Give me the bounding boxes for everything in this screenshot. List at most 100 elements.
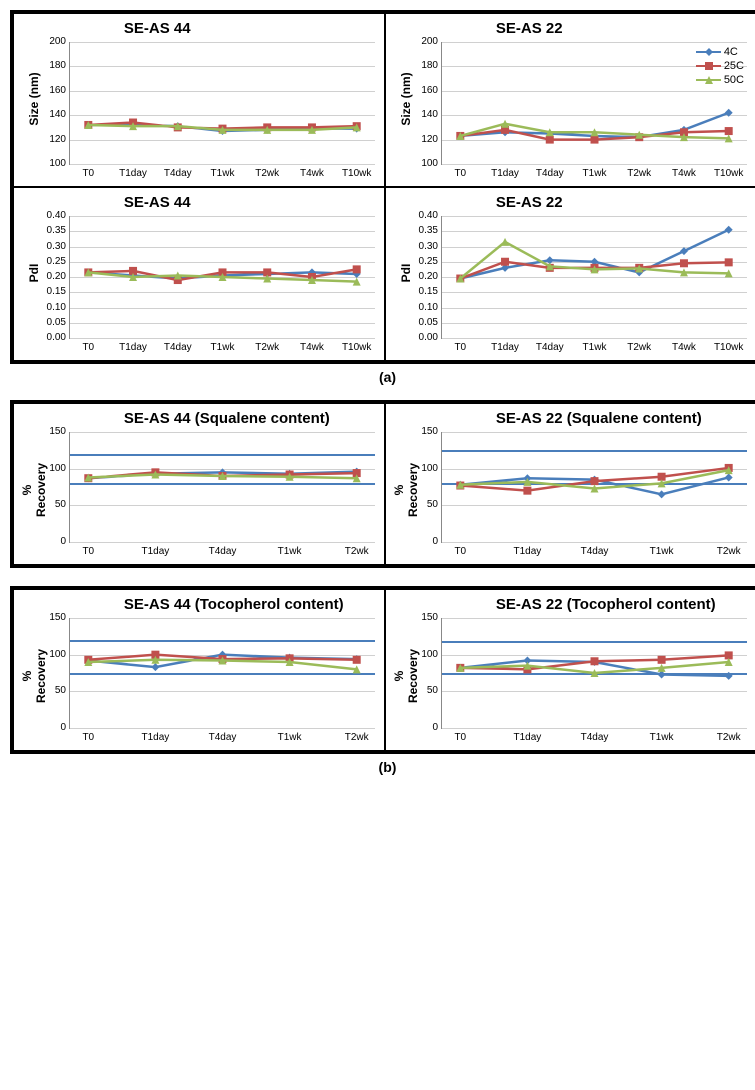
y-tick-label: 100	[398, 463, 438, 474]
x-tick-label: T1day	[509, 546, 545, 557]
chart-title: SE-AS 44	[124, 194, 191, 211]
chart-title: SE-AS 22	[496, 20, 563, 37]
y-tick-label: 50	[398, 685, 438, 696]
y-tick-label: 0.25	[26, 256, 66, 267]
gridline	[70, 542, 375, 543]
x-tick-label: T0	[70, 168, 106, 179]
x-tick-label: T1wk	[272, 732, 308, 743]
y-tick-label: 0.20	[26, 271, 66, 282]
x-tick-label: T10wk	[339, 342, 375, 353]
x-tick-label: T0	[70, 342, 106, 353]
gridline	[442, 542, 747, 543]
y-tick-label: 120	[398, 134, 438, 145]
y-tick-label: 0.05	[398, 317, 438, 328]
chart: SE-AS 44Size (nm)100120140160180200T0T1d…	[13, 13, 385, 187]
y-tick-label: 180	[398, 60, 438, 71]
x-tick-label: T1wk	[205, 168, 241, 179]
chart-title: SE-AS 44	[124, 20, 191, 37]
x-tick-label: T4wk	[666, 168, 702, 179]
y-tick-label: 0	[398, 536, 438, 547]
chart: SE-AS 22PdI0.000.050.100.150.200.250.300…	[385, 187, 755, 361]
y-tick-label: 0.35	[398, 225, 438, 236]
x-tick-label: T2wk	[249, 342, 285, 353]
panel-group-b: SE-AS 44 (Squalene content)% Recovery050…	[10, 400, 755, 754]
y-tick-label: 50	[398, 499, 438, 510]
y-tick-label: 180	[26, 60, 66, 71]
y-axis-label: % Recovery	[392, 460, 420, 520]
x-tick-label: T10wk	[339, 168, 375, 179]
y-axis-label: % Recovery	[20, 460, 48, 520]
x-tick-label: T1day	[509, 732, 545, 743]
y-axis-label: Size (nm)	[27, 69, 41, 129]
gridline	[70, 164, 375, 165]
y-tick-label: 0.40	[398, 210, 438, 221]
y-tick-label: 0	[398, 722, 438, 733]
gridline	[442, 338, 747, 339]
plot-area: 0.000.050.100.150.200.250.300.350.40T0T1…	[69, 216, 375, 339]
y-axis-label: Size (nm)	[399, 69, 413, 129]
chart: SE-AS 22 (Tocopherol content)% Recovery0…	[385, 589, 755, 751]
x-tick-label: T0	[442, 342, 478, 353]
panel-group-a: SE-AS 44 Size (nm) 100 120 140 160 180 200 T0 T1d…	[10, 10, 755, 364]
panel-row: SE-AS 44 (Tocopherol content)% Recovery0…	[13, 589, 755, 751]
caption-a: (a)	[10, 369, 755, 385]
x-tick-label: T0	[442, 168, 478, 179]
y-tick-label: 0	[26, 536, 66, 547]
figure-container: SE-AS 44 Size (nm) 100 120 140 160 180 200 T0 T1d…	[10, 10, 755, 775]
panel-row: SE-AS 44 (Squalene content)% Recovery050…	[13, 403, 755, 565]
x-tick-label: T1wk	[272, 546, 308, 557]
legend-label: 4C	[724, 46, 738, 58]
x-tick-label: T1day	[487, 168, 523, 179]
x-tick-label: T1day	[137, 732, 173, 743]
gridline	[442, 164, 747, 165]
chart: SE-AS 44 PdI 0.000.050.100.150.200.250.300…	[13, 187, 385, 361]
y-axis-label: % Recovery	[392, 646, 420, 706]
x-tick-label: T2wk	[711, 732, 747, 743]
x-tick-label: T1wk	[205, 342, 241, 353]
y-tick-label: 200	[26, 36, 66, 47]
legend-label: 50C	[724, 74, 744, 86]
gridline	[70, 728, 375, 729]
x-tick-label: T1day	[115, 342, 151, 353]
chart: SE-AS 44 (Squalene content)% Recovery050…	[13, 403, 385, 565]
x-tick-label: T1wk	[644, 732, 680, 743]
y-tick-label: 0.30	[26, 241, 66, 252]
plot-area: 050100150T0T1dayT4dayT1wkT2wk	[69, 432, 375, 543]
y-axis-label: PdI	[27, 243, 41, 303]
panel-row-box: SE-AS 44 (Squalene content)% Recovery050…	[10, 400, 755, 568]
plot-area: 0.000.050.100.150.200.250.300.350.40T0T1…	[441, 216, 747, 339]
y-tick-label: 0.00	[398, 332, 438, 343]
x-tick-label: T4day	[532, 342, 568, 353]
y-tick-label: 140	[26, 109, 66, 120]
y-tick-label: 100	[26, 158, 66, 169]
x-tick-label: T1wk	[577, 168, 613, 179]
chart: SE-AS 22 (Squalene content)% Recovery050…	[385, 403, 755, 565]
x-tick-label: T10wk	[711, 342, 747, 353]
x-tick-label: T2wk	[621, 342, 657, 353]
x-tick-label: T4day	[160, 168, 196, 179]
x-tick-label: T2wk	[249, 168, 285, 179]
y-axis-label: PdI	[399, 243, 413, 303]
y-tick-label: 0.30	[398, 241, 438, 252]
y-tick-label: 50	[26, 685, 66, 696]
x-tick-label: T2wk	[711, 546, 747, 557]
x-tick-label: T4day	[577, 546, 613, 557]
y-tick-label: 150	[26, 426, 66, 437]
x-tick-label: T4day	[205, 546, 241, 557]
y-tick-label: 0.35	[26, 225, 66, 236]
x-tick-label: T10wk	[711, 168, 747, 179]
y-tick-label: 0	[26, 722, 66, 733]
y-tick-label: 160	[26, 85, 66, 96]
y-tick-label: 0.25	[398, 256, 438, 267]
legend-item: 25C	[696, 60, 744, 72]
plot-area: 050100150T0T1dayT4dayT1wkT2wk	[69, 618, 375, 729]
panel-row: SE-AS 44 PdI 0.000.050.100.150.200.250.300…	[13, 187, 755, 361]
x-tick-label: T1day	[115, 168, 151, 179]
y-tick-label: 0.00	[26, 332, 66, 343]
y-tick-label: 160	[398, 85, 438, 96]
x-tick-label: T2wk	[339, 732, 375, 743]
legend-item: 4C	[696, 46, 744, 58]
y-tick-label: 0.20	[398, 271, 438, 282]
y-tick-label: 0.15	[398, 286, 438, 297]
plot-area: 050100150T0T1dayT4dayT1wkT2wk	[441, 432, 747, 543]
